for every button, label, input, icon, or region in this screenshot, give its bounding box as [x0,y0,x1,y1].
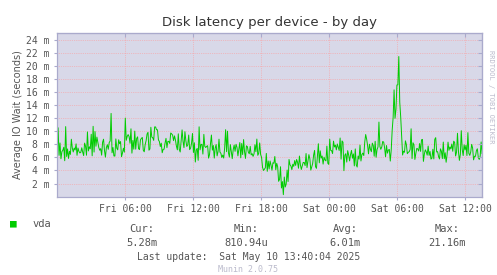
Text: 810.94u: 810.94u [224,238,268,248]
Y-axis label: Average IO Wait (seconds): Average IO Wait (seconds) [13,50,23,179]
Text: Last update:  Sat May 10 13:40:04 2025: Last update: Sat May 10 13:40:04 2025 [137,252,360,262]
Text: 6.01m: 6.01m [330,238,361,248]
Text: ■: ■ [10,219,17,229]
Text: Max:: Max: [435,224,460,234]
Text: Munin 2.0.75: Munin 2.0.75 [219,265,278,274]
Text: Avg:: Avg: [333,224,358,234]
Text: RRDTOOL / TOBI OETIKER: RRDTOOL / TOBI OETIKER [488,50,494,143]
Text: vda: vda [32,219,51,229]
Text: 21.16m: 21.16m [428,238,466,248]
Text: Cur:: Cur: [129,224,154,234]
Title: Disk latency per device - by day: Disk latency per device - by day [162,16,377,29]
Text: Min:: Min: [234,224,258,234]
Text: 5.28m: 5.28m [126,238,157,248]
